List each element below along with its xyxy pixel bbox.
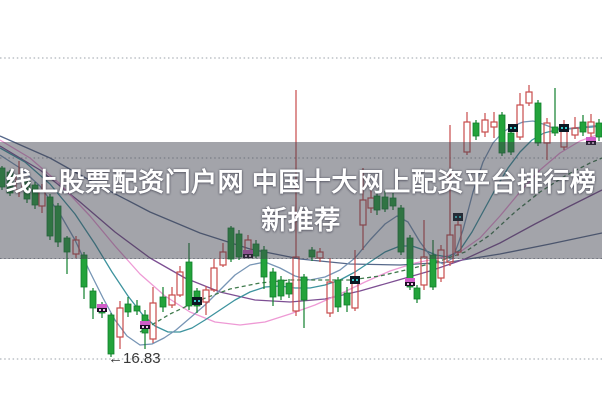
candle-down (507, 128, 515, 155)
ma-line-purple (0, 145, 602, 303)
candle-down (579, 115, 587, 136)
signal-marker-purple (586, 137, 596, 145)
candle-down (31, 182, 39, 209)
candle-down (551, 88, 559, 136)
candle-down (413, 285, 421, 303)
candle-down (595, 119, 602, 141)
signal-marker-dark (508, 124, 518, 132)
candle-up (176, 266, 184, 297)
candle-up (359, 168, 367, 250)
candle-down (373, 190, 381, 215)
signal-marker-dark (559, 124, 569, 132)
candle-down (534, 100, 542, 146)
signal-marker-purple (405, 278, 415, 286)
overlay-banner: 线上股票配资门户网 中国十大网上配资平台排行榜 新推荐 (0, 142, 602, 259)
candle-down (472, 120, 480, 140)
candle-down (80, 252, 88, 299)
candle-up (210, 259, 218, 292)
candle-down (260, 246, 268, 289)
candle-down (300, 274, 308, 328)
candle-up (292, 90, 300, 316)
candle-down (227, 226, 235, 262)
signal-marker-dark (192, 297, 202, 305)
candle-down (397, 205, 405, 255)
candle-up (437, 245, 445, 282)
candle-up (525, 85, 533, 106)
candle-up (420, 220, 428, 290)
signal-marker-dark (350, 276, 360, 284)
price-low-annotation: ←16.83 (108, 350, 161, 367)
candle-down (89, 288, 97, 319)
banner-title-line1: 线上股票配资门户网 中国十大网上配资平台排行榜 (5, 166, 597, 197)
candle-down (133, 300, 141, 315)
candle-down (269, 268, 277, 306)
ma-line-green (139, 157, 602, 333)
banner-title-line2: 新推荐 (261, 204, 341, 235)
candle-down (235, 230, 243, 260)
candle-up (72, 236, 80, 258)
candle-down (381, 191, 389, 212)
candle-down (46, 194, 54, 240)
candle-up (38, 184, 46, 213)
candle-down (334, 277, 342, 312)
candle-up (219, 243, 227, 267)
candle-down (54, 203, 62, 247)
candle-up (571, 117, 579, 139)
candle-down (277, 276, 285, 300)
ma-line-slate (0, 135, 602, 266)
candle-down (124, 297, 132, 317)
candle-down (308, 247, 316, 261)
signal-marker-purple (140, 321, 150, 329)
candle-down (185, 243, 193, 310)
candle-down (389, 193, 397, 210)
candle-down (6, 170, 14, 196)
signal-marker-purple (243, 250, 253, 258)
signal-marker-purple (97, 304, 107, 312)
candle-up (481, 113, 489, 137)
candle-up (516, 93, 524, 140)
candle-down (498, 112, 506, 156)
candle-up (149, 287, 157, 343)
ma-line-blue (0, 120, 602, 346)
candle-up (463, 112, 471, 155)
candle-up (202, 286, 210, 315)
candle-up (316, 248, 324, 262)
candle-up (116, 301, 124, 349)
candle-down (0, 166, 6, 190)
candle-down (23, 178, 31, 203)
candle-down (63, 236, 71, 274)
candle-up (15, 161, 23, 197)
candle-down (343, 287, 351, 312)
candle-up (543, 118, 551, 160)
candle-down (141, 310, 149, 349)
candle-down (107, 313, 115, 357)
candle-up (168, 287, 176, 308)
candle-down (159, 287, 167, 312)
candle-up (490, 112, 498, 138)
candle-up (587, 114, 595, 137)
candle-up (446, 125, 454, 266)
signal-marker-dark (453, 213, 463, 221)
candle-down (429, 240, 437, 290)
candle-up (326, 258, 334, 317)
candle-down (285, 279, 293, 298)
